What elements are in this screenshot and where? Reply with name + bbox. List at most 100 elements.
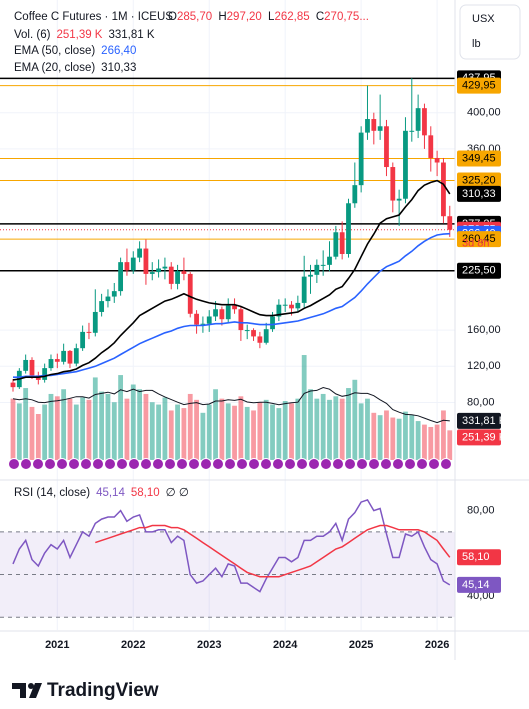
volume-bar: [358, 403, 364, 460]
candle-body: [54, 359, 60, 362]
event-icon: [188, 458, 200, 470]
event-icon: [44, 458, 56, 470]
candle-body: [251, 330, 256, 337]
candle-body: [99, 301, 105, 312]
event-icon: [152, 458, 164, 470]
volume-bar: [308, 389, 313, 460]
volume-bar: [295, 398, 301, 460]
event-icon: [392, 458, 404, 470]
event-icon: [176, 458, 188, 470]
volume-ma-value: 331,81 K: [108, 29, 154, 41]
ohlc-value: 270,75...: [324, 11, 369, 23]
price-badge: [457, 185, 501, 202]
candle-body: [358, 132, 364, 186]
logo-icon: [28, 683, 34, 689]
volume-bar: [187, 393, 193, 460]
candle-body: [352, 185, 358, 204]
candle-body: [181, 271, 187, 274]
event-icon: [248, 458, 260, 470]
volume-bar: [175, 404, 180, 460]
volume-bar: [415, 421, 421, 460]
logo-icon: [12, 683, 42, 698]
candle-body: [415, 108, 421, 131]
candle-body: [244, 330, 250, 332]
candle-body: [156, 268, 161, 273]
event-icon: [56, 458, 68, 470]
event-icon: [200, 458, 212, 470]
volume-bar: [61, 389, 67, 460]
volume-bar: [289, 403, 294, 460]
price-badge: [457, 172, 501, 189]
price-badge-label: 325,20: [462, 174, 496, 186]
candle-body: [447, 216, 453, 230]
candle-body: [225, 305, 231, 320]
volume-bar: [137, 389, 142, 460]
candle-body: [314, 264, 320, 275]
candle-body: [162, 266, 168, 269]
volume-bar: [396, 418, 402, 460]
event-icon: [380, 458, 392, 470]
volume-badge: [457, 429, 501, 446]
rsi-badge: [457, 549, 501, 566]
volume-bar: [428, 426, 434, 460]
volume-bar: [225, 403, 231, 460]
candle-body: [149, 272, 155, 274]
ohlc-key: O: [168, 11, 177, 23]
x-tick-label: 2024: [273, 639, 298, 651]
ema-value: 266,40: [101, 45, 136, 57]
candle-body: [105, 296, 111, 302]
price-badge-label: 310,33: [462, 188, 496, 200]
volume-badge-label: 331,81 K: [462, 415, 507, 427]
candle-body: [257, 336, 263, 343]
volume-bar: [377, 415, 383, 460]
price-badge: [457, 262, 501, 279]
candle-body: [29, 359, 35, 376]
event-icon: [296, 458, 308, 470]
rsi-badge-label: 45,14: [462, 579, 490, 591]
currency-box[interactable]: [459, 4, 521, 60]
volume-bar: [447, 430, 453, 460]
volume-bar: [441, 410, 446, 460]
volume-bar: [206, 404, 212, 460]
price-badge: [457, 150, 501, 167]
ema-name: EMA (50, close): [14, 45, 95, 57]
candle-body: [232, 305, 237, 310]
volume-bar: [219, 398, 225, 460]
event-icon: [356, 458, 368, 470]
ema-value: 310,33: [101, 62, 136, 74]
event-icon: [308, 458, 320, 470]
volume-bar: [156, 404, 161, 460]
candle-body: [320, 264, 326, 266]
candle-body: [194, 313, 199, 325]
y-tick-label: 80,00: [467, 396, 495, 408]
rsi-ma-value: 58,10: [131, 487, 160, 499]
volume-bar: [282, 401, 288, 460]
legend: Coffee C Futures · 1M · ICEUS O285,70 H2…: [14, 11, 369, 499]
volume-bar: [232, 405, 237, 460]
rsi-legend: RSI (14, close) 45,14 58,10 ∅ ∅: [14, 487, 189, 499]
volume-bar: [42, 404, 48, 460]
volume-bar: [149, 402, 155, 460]
event-icon: [8, 458, 20, 470]
event-icon: [320, 458, 332, 470]
volume-bar: [35, 414, 41, 460]
volume-bar: [111, 402, 117, 460]
rsi-badge-label: 58,10: [462, 551, 490, 563]
volume-bar: [143, 393, 149, 460]
event-icon: [32, 458, 44, 470]
volume-value: 251,39 K: [56, 29, 102, 41]
volume-bar: [29, 406, 35, 460]
event-icon: [92, 458, 104, 470]
countdown: 3d 8h: [462, 238, 490, 250]
volume-bar: [48, 393, 54, 460]
candle-body: [143, 248, 149, 274]
candle-body: [308, 274, 313, 277]
event-icon: [104, 458, 116, 470]
ema-line: [12, 179, 451, 381]
event-icon: [332, 458, 344, 470]
volume-bar: [346, 388, 351, 460]
volume-bar: [434, 424, 440, 460]
y-tick-label: 400,00: [467, 107, 501, 119]
candle-body: [434, 157, 440, 163]
